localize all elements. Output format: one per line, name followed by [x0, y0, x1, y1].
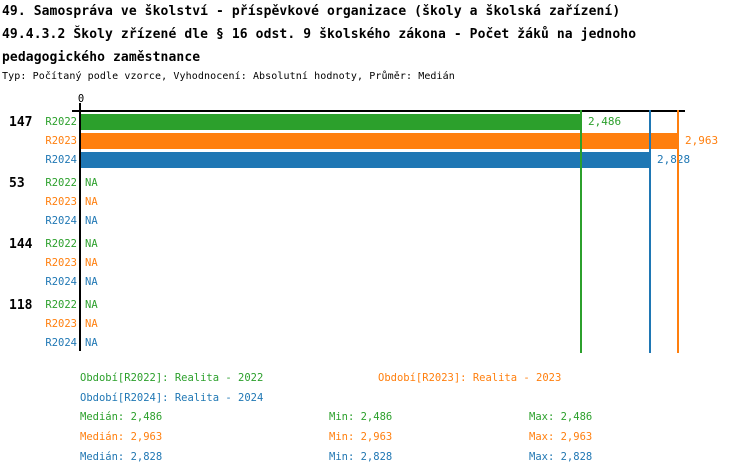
chart-row: R2024 NA: [0, 335, 750, 354]
series-row-label: R2023: [45, 257, 77, 269]
median-line-blue: [649, 110, 651, 353]
group-label: 118: [9, 298, 33, 313]
chart-group: 144 R2022 NA R2023 NA R2024 NA: [0, 236, 750, 293]
series-row-label: R2024: [45, 154, 77, 166]
legend-item-r2023: Období[R2023]: Realita - 2023: [378, 372, 562, 384]
bar: [81, 133, 679, 149]
series-row-label: R2022: [45, 116, 77, 128]
median-line-green: [580, 110, 582, 353]
y-axis-line: [79, 103, 81, 351]
series-row-label: R2024: [45, 215, 77, 227]
na-value-label: NA: [85, 215, 98, 227]
series-row-label: R2024: [45, 276, 77, 288]
page-title-line-3: pedagogického zaměstnance: [2, 50, 201, 65]
bar-value-label: 2,828: [657, 153, 691, 166]
bar-value-label: 2,963: [685, 134, 719, 147]
chart-row: R2022 2,486: [0, 114, 750, 133]
na-value-label: NA: [85, 337, 98, 349]
page-title-line-1: 49. Samospráva ve školství - příspěvkové…: [2, 4, 621, 19]
na-value-label: NA: [85, 196, 98, 208]
chart-group: 118 R2022 NA R2023 NA R2024 NA: [0, 297, 750, 354]
series-row-label: R2023: [45, 318, 77, 330]
stat-min-r2022: Min: 2,486: [329, 411, 393, 423]
na-value-label: NA: [85, 299, 98, 311]
x-axis-line: [72, 110, 685, 112]
chart-group: 53 R2022 NA R2023 NA R2024 NA: [0, 175, 750, 232]
bar-value-label: 2,486: [588, 115, 622, 128]
chart-row: R2022 NA: [0, 297, 750, 316]
na-value-label: NA: [85, 238, 98, 250]
series-row-label: R2023: [45, 135, 77, 147]
stat-max-r2023: Max: 2,963: [529, 431, 593, 443]
series-row-label: R2022: [45, 299, 77, 311]
chart-row: R2024 NA: [0, 274, 750, 293]
chart-row: R2023 NA: [0, 255, 750, 274]
group-label: 147: [9, 115, 33, 130]
series-row-label: R2022: [45, 238, 77, 250]
bar: [81, 152, 651, 168]
group-label: 53: [9, 176, 25, 191]
chart-subtitle: Typ: Počítaný podle vzorce, Vyhodnocení:…: [2, 71, 455, 82]
series-row-label: R2023: [45, 196, 77, 208]
stat-median-r2024: Medián: 2,828: [80, 451, 163, 463]
chart-row: R2024 NA: [0, 213, 750, 232]
stat-median-r2023: Medián: 2,963: [80, 431, 163, 443]
series-row-label: R2024: [45, 337, 77, 349]
bar: [81, 114, 582, 130]
legend-item-r2022: Období[R2022]: Realita - 2022: [80, 372, 264, 384]
chart-row: R2022 NA: [0, 175, 750, 194]
legend-item-r2024: Období[R2024]: Realita - 2024: [80, 392, 264, 404]
chart-plot-area: 147 R2022 2,486 R2023 2,963 R2024 2,828 53 R2022…: [0, 114, 750, 358]
na-value-label: NA: [85, 318, 98, 330]
chart-row: R2023 2,963: [0, 133, 750, 152]
na-value-label: NA: [85, 177, 98, 189]
chart-row: R2022 NA: [0, 236, 750, 255]
stat-median-r2022: Medián: 2,486: [80, 411, 163, 423]
na-value-label: NA: [85, 257, 98, 269]
stat-max-r2022: Max: 2,486: [529, 411, 593, 423]
chart-row: R2023 NA: [0, 316, 750, 335]
chart-row: R2023 NA: [0, 194, 750, 213]
median-line-orange: [677, 110, 679, 353]
x-axis-origin-tick-label: 0: [77, 93, 85, 105]
stat-max-r2024: Max: 2,828: [529, 451, 593, 463]
series-row-label: R2022: [45, 177, 77, 189]
chart-row: R2024 2,828: [0, 152, 750, 171]
page-title-line-2: 49.4.3.2 Školy zřízené dle § 16 odst. 9 …: [2, 27, 637, 42]
stat-min-r2023: Min: 2,963: [329, 431, 393, 443]
chart-group: 147 R2022 2,486 R2023 2,963 R2024 2,828: [0, 114, 750, 171]
na-value-label: NA: [85, 276, 98, 288]
group-label: 144: [9, 237, 33, 252]
stat-min-r2024: Min: 2,828: [329, 451, 393, 463]
